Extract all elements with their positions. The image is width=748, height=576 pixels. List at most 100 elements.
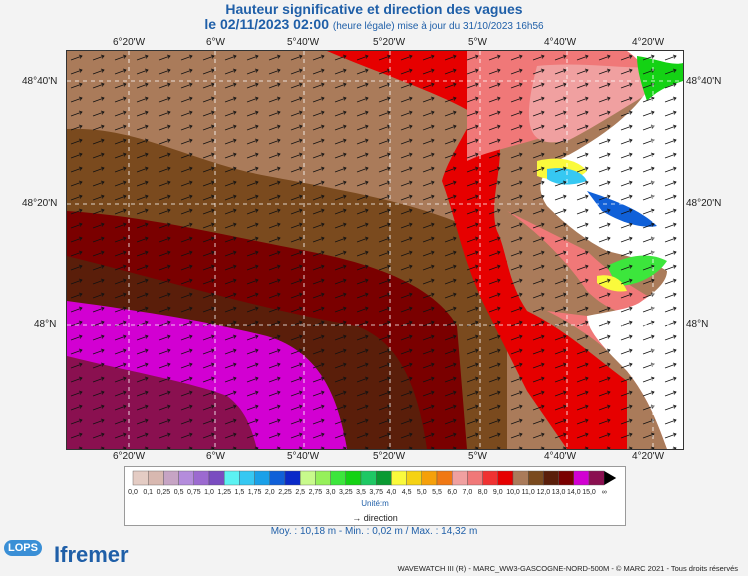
legend-tick-label: 9,0 xyxy=(492,489,503,496)
legend-tick-label: 6,0 xyxy=(447,489,458,496)
map-svg xyxy=(67,51,683,449)
legend-tick-label: 13,0 xyxy=(551,489,566,496)
lops-logo: LOPS xyxy=(4,540,42,556)
legend-swatch xyxy=(315,470,331,486)
lon-tick-bottom: 5°W xyxy=(468,451,487,462)
legend-overflow-arrow xyxy=(604,471,617,485)
subtitle-date: le 02/11/2023 02:00 xyxy=(204,16,329,32)
legend-tick-label: 1,25 xyxy=(217,489,231,496)
legend-swatch xyxy=(269,470,286,486)
legend-tick-label: 2,25 xyxy=(278,489,292,496)
legend-tick-label: 0,5 xyxy=(173,489,184,496)
legend-swatch xyxy=(284,470,301,486)
legend-tick-label: ∞ xyxy=(601,489,607,496)
legend-swatch xyxy=(406,470,423,486)
legend-swatch xyxy=(467,470,483,486)
legend-tick-label: 5,5 xyxy=(432,489,442,496)
legend-unit: Unité:m xyxy=(361,499,389,508)
legend-swatch xyxy=(558,470,575,486)
legend-swatch xyxy=(512,470,529,486)
legend-tick-label: 0,75 xyxy=(186,489,201,496)
legend-tick-label: 0,1 xyxy=(143,489,154,496)
legend-tick-label: 3,25 xyxy=(338,489,353,496)
legend-tick-label: 2,75 xyxy=(308,489,323,496)
lon-tick-top: 5°W xyxy=(468,37,487,48)
legend-colorbar xyxy=(132,470,617,486)
legend-tick-label: 15,0 xyxy=(582,489,596,496)
legend-swatch xyxy=(452,470,468,486)
legend-tick-label: 1,5 xyxy=(234,489,245,496)
lon-tick-bottom: 4°20'W xyxy=(632,451,665,462)
legend-swatch xyxy=(223,470,240,486)
map-title: Hauteur significative et direction des v… xyxy=(225,1,523,17)
legend-tick-label: 4,0 xyxy=(386,489,397,496)
direction-label: direction xyxy=(363,513,398,523)
legend-tick-label: 3,5 xyxy=(356,489,366,496)
legend-swatch xyxy=(497,470,514,486)
legend-swatch xyxy=(254,470,271,486)
legend-swatch xyxy=(543,470,559,486)
lat-tick-left: 48°20'N xyxy=(22,198,58,209)
legend-swatch xyxy=(360,470,377,486)
legend-tick-label: 10,0 xyxy=(506,489,520,496)
legend-swatch xyxy=(573,470,590,486)
legend-swatch xyxy=(330,470,347,486)
legend: 0,0 0,1 0,25 0,5 0,75 1,0 1,25 1,5 1,75 2,0 2,25 2,… xyxy=(124,466,626,526)
lat-tick-left: 48°N xyxy=(34,319,57,330)
legend-tick-label: 11,0 xyxy=(521,489,535,496)
lon-tick-bottom: 6°W xyxy=(206,451,225,462)
subtitle-info: (heure légale) mise à jour du 31/10/2023… xyxy=(332,21,544,32)
legend-tick-label: 1,75 xyxy=(247,489,262,496)
lon-tick-top: 4°40'W xyxy=(544,37,577,48)
lon-tick-bottom: 4°40'W xyxy=(544,451,577,462)
legend-swatch xyxy=(193,470,210,486)
legend-direction: → direction xyxy=(125,513,625,523)
lon-tick-top: 5°40'W xyxy=(287,37,320,48)
legend-swatch xyxy=(375,470,392,486)
legend-tick-label: 8,0 xyxy=(477,489,488,496)
legend-swatch xyxy=(239,470,255,486)
legend-swatch xyxy=(588,470,605,486)
lon-tick-bottom: 5°40'W xyxy=(287,451,320,462)
legend-tick-label: 2,0 xyxy=(264,489,275,496)
copyright: WAVEWATCH III (R) - MARC_WW3-GASCOGNE-NO… xyxy=(397,564,738,573)
legend-tick-label: 14,0 xyxy=(566,489,581,496)
legend-tick-label: 0,25 xyxy=(156,489,171,496)
legend-swatch xyxy=(148,470,164,486)
legend-swatch xyxy=(345,470,362,486)
legend-tick-label: 4,5 xyxy=(401,489,412,496)
legend-tick-label: 7,0 xyxy=(462,489,473,496)
legend-tick-label: 0,0 xyxy=(128,489,138,496)
lat-tick-right: 48°40'N xyxy=(686,76,722,87)
legend-swatch xyxy=(178,470,194,486)
lon-tick-bottom: 6°20'W xyxy=(113,451,146,462)
legend-tick-label: 3,75 xyxy=(369,489,383,496)
legend-swatch xyxy=(528,470,544,486)
legend-swatch xyxy=(132,470,149,486)
legend-tick-label: 1,0 xyxy=(204,489,214,496)
legend-tick-label: 2,5 xyxy=(295,489,306,496)
lon-tick-top: 4°20'W xyxy=(632,37,665,48)
legend-swatch xyxy=(482,470,499,486)
legend-swatch xyxy=(421,470,438,486)
ifremer-logo: Ifremer xyxy=(54,542,129,567)
lon-tick-top: 6°20'W xyxy=(113,37,146,48)
lat-tick-right: 48°20'N xyxy=(686,198,722,209)
legend-swatch xyxy=(299,470,316,486)
stats-line: Moy. : 10,18 m - Min. : 0,02 m / Max. : … xyxy=(270,526,478,537)
map-subtitle: le 02/11/2023 02:00 (heure légale) mise … xyxy=(0,16,748,32)
legend-tick-label: 3,0 xyxy=(325,489,336,496)
wave-height-map[interactable] xyxy=(66,50,684,450)
legend-tick-label: 5,0 xyxy=(416,489,427,496)
lat-tick-right: 48°N xyxy=(686,319,709,330)
legend-tick-label: 12,0 xyxy=(536,489,551,496)
legend-swatch xyxy=(391,470,407,486)
lat-tick-left: 48°40'N xyxy=(22,76,58,87)
wave-direction-arrows xyxy=(67,51,683,449)
legend-swatch xyxy=(436,470,453,486)
legend-swatch xyxy=(208,470,225,486)
legend-swatch xyxy=(163,470,179,486)
lon-tick-top: 5°20'W xyxy=(373,37,406,48)
grid-lines xyxy=(67,51,683,449)
lon-tick-top: 6°W xyxy=(206,37,225,48)
